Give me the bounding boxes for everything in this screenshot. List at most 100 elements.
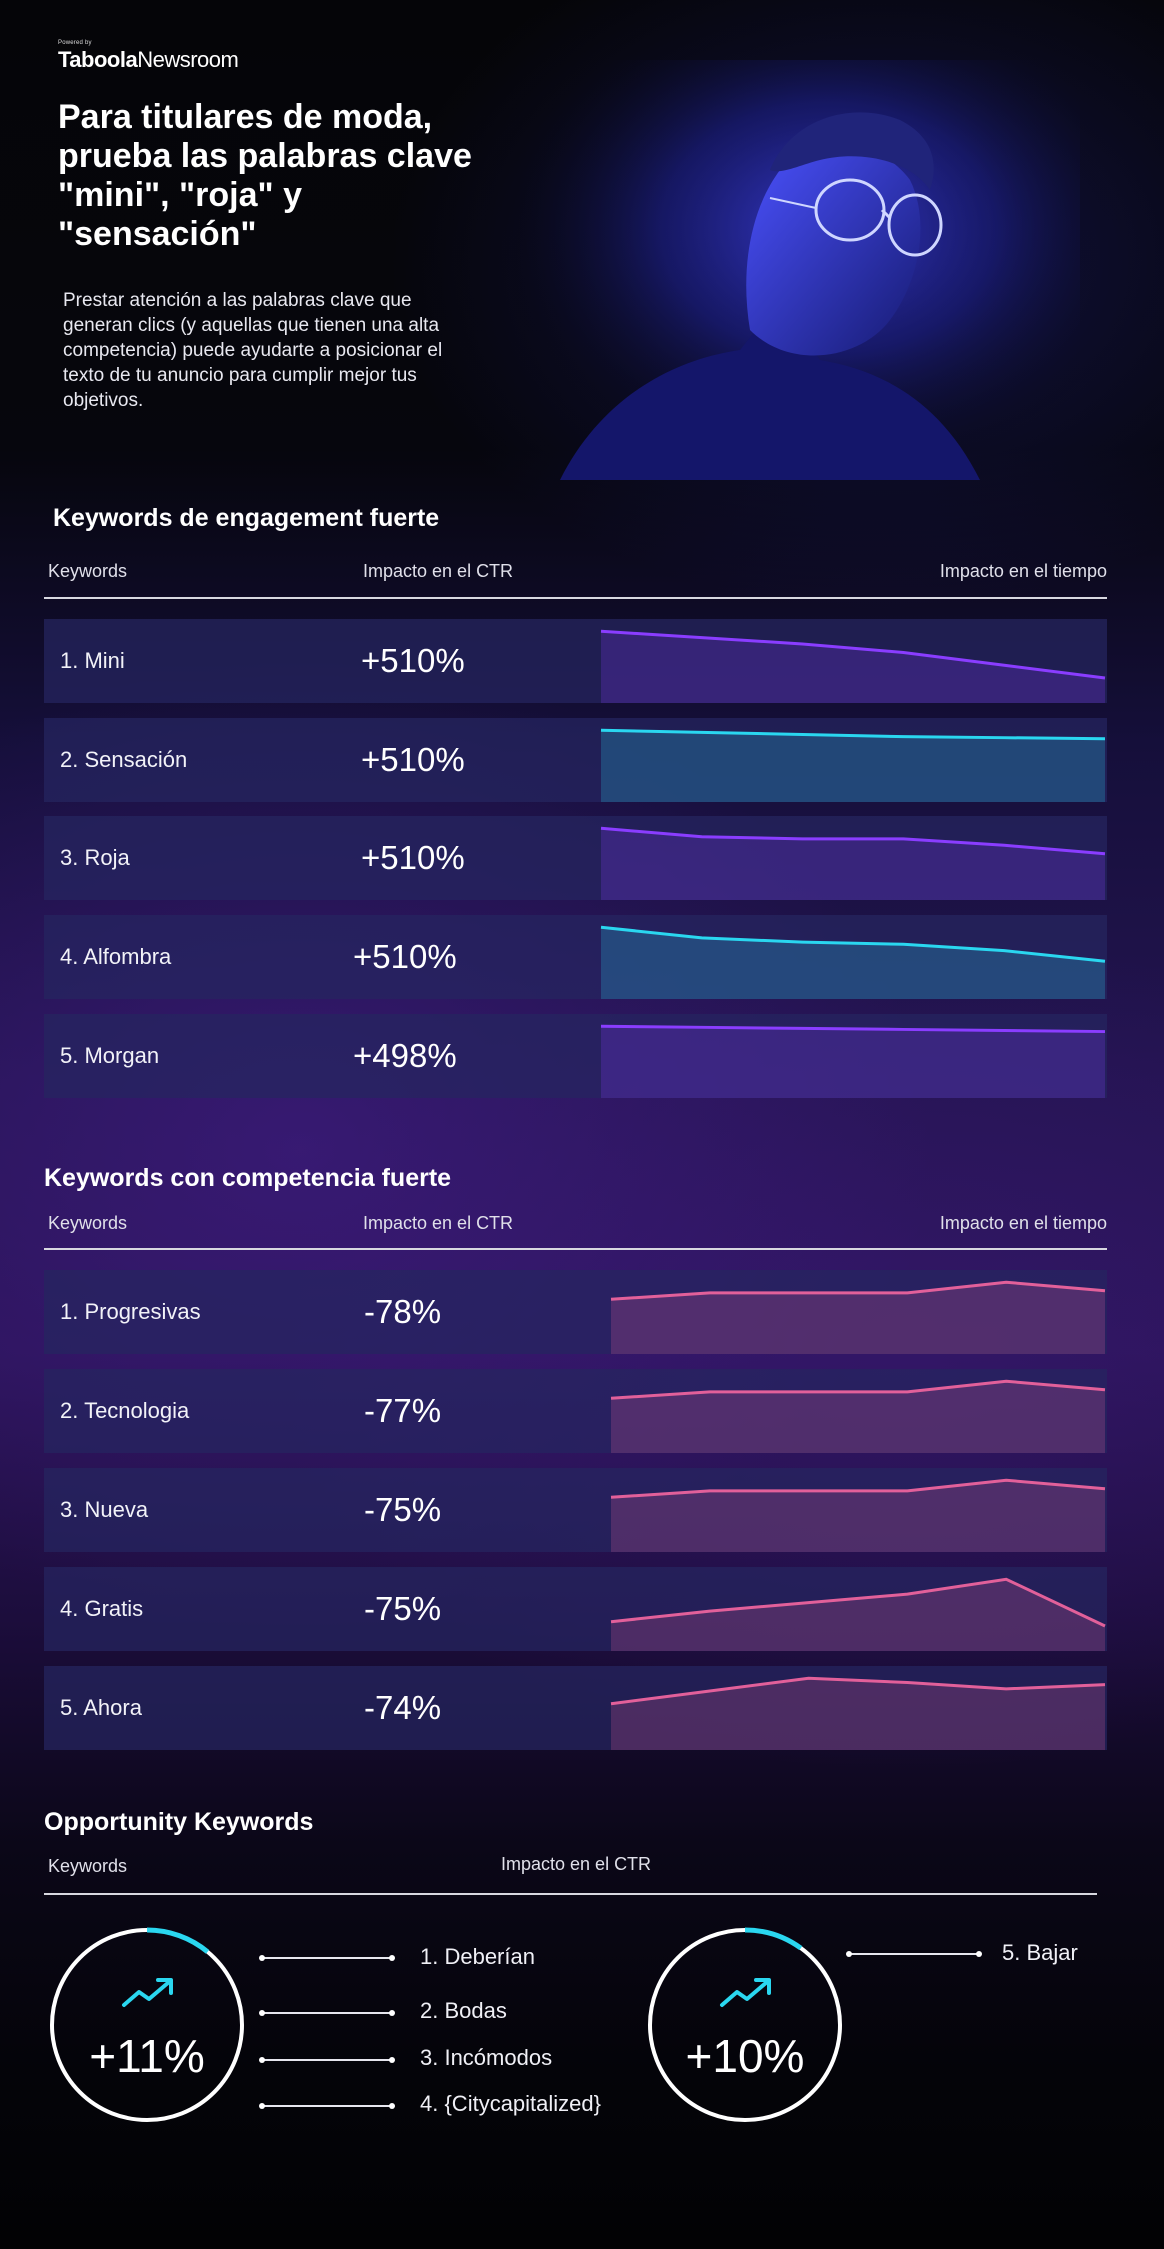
engagement-col-time: Impacto en el tiempo bbox=[939, 561, 1107, 581]
sparkline-line bbox=[610, 1280, 1106, 1301]
trend-sparkline bbox=[600, 629, 1106, 703]
sparkline-area bbox=[601, 631, 1105, 703]
sparkline-area bbox=[611, 1579, 1105, 1651]
engagement-divider bbox=[44, 597, 1107, 599]
opportunity-keyword: 1. Deberían bbox=[420, 1944, 535, 1969]
sparkline-line bbox=[600, 925, 1106, 963]
ctr-value: +510% bbox=[361, 741, 465, 778]
page-title: Para titulares de moda, prueba las palab… bbox=[58, 98, 472, 253]
trend-sparkline bbox=[600, 826, 1106, 900]
progress-ring bbox=[50, 1927, 244, 2122]
sparkline-line bbox=[610, 1676, 1106, 1706]
opportunity-col-ctr: Impacto en el CTR bbox=[501, 1854, 652, 1874]
competition-row: 3. Nueva -75% bbox=[44, 1468, 1107, 1552]
keyword-label: 4. Alfombra bbox=[60, 944, 172, 969]
trend-sparkline bbox=[610, 1280, 1106, 1354]
opportunity-section-title: Opportunity Keywords bbox=[44, 1808, 314, 1836]
sparkline-line bbox=[610, 1379, 1106, 1400]
trend-sparkline bbox=[610, 1577, 1106, 1651]
engagement-col-keywords: Keywords bbox=[48, 561, 128, 581]
trending-up-icon bbox=[720, 1978, 771, 2007]
keyword-label: 5. Morgan bbox=[60, 1043, 160, 1068]
engagement-row: 4. Alfombra +510% bbox=[44, 915, 1107, 999]
connector-line bbox=[259, 2057, 395, 2063]
connector-line bbox=[846, 1951, 982, 1957]
engagement-row: 5. Morgan +498% bbox=[44, 1014, 1107, 1098]
sparkline-line bbox=[610, 1478, 1106, 1499]
ctr-value: +510% bbox=[361, 839, 465, 876]
keyword-label: 2. Sensación bbox=[60, 747, 188, 772]
sparkline-line bbox=[610, 1577, 1106, 1628]
ctr-value: -75% bbox=[364, 1590, 442, 1627]
opportunity-keyword: 2. Bodas bbox=[420, 1998, 507, 2023]
brand-name: Taboola bbox=[58, 47, 138, 72]
ctr-value: -78% bbox=[364, 1293, 442, 1330]
brand-logo: Powered by TaboolaNewsroom bbox=[58, 40, 239, 73]
competition-col-time: Impacto en el tiempo bbox=[939, 1213, 1107, 1233]
keyword-label: 1. Mini bbox=[60, 648, 125, 673]
engagement-section-title: Keywords de engagement fuerte bbox=[53, 504, 440, 532]
opportunity-col-keywords: Keywords bbox=[48, 1856, 128, 1876]
competition-section-title: Keywords con competencia fuerte bbox=[44, 1164, 452, 1192]
ctr-value: -74% bbox=[364, 1689, 442, 1726]
ctr-value: -75% bbox=[364, 1491, 442, 1528]
progress-ring bbox=[648, 1927, 842, 2122]
trend-sparkline bbox=[600, 728, 1106, 802]
sparkline-line bbox=[600, 826, 1106, 856]
engagement-col-ctr: Impacto en el CTR bbox=[363, 561, 514, 581]
sparkline-area bbox=[611, 1282, 1105, 1354]
trend-sparkline bbox=[600, 925, 1106, 999]
sparkline-area bbox=[601, 927, 1105, 999]
powered-by-label: Powered by bbox=[58, 40, 92, 46]
trend-sparkline bbox=[610, 1379, 1106, 1453]
opportunity-keyword: 5. Bajar bbox=[1002, 1940, 1078, 1965]
trend-sparkline bbox=[610, 1478, 1106, 1552]
keyword-label: 2. Tecnologia bbox=[60, 1398, 190, 1423]
ctr-ring: +11% bbox=[47, 1925, 247, 2125]
engagement-row: 1. Mini +510% bbox=[44, 619, 1107, 703]
competition-row: 5. Ahora -74% bbox=[44, 1666, 1107, 1750]
sparkline-line bbox=[600, 728, 1106, 741]
opportunity-divider bbox=[44, 1893, 1097, 1895]
competition-divider bbox=[44, 1248, 1107, 1250]
sparkline-line bbox=[600, 629, 1106, 680]
competition-row: 4. Gratis -75% bbox=[44, 1567, 1107, 1651]
competition-col-keywords: Keywords bbox=[48, 1213, 128, 1233]
portrait-image bbox=[520, 60, 1080, 480]
ctr-value: +510% bbox=[353, 938, 457, 975]
sparkline-area bbox=[611, 1678, 1105, 1750]
progress-arc bbox=[146, 1927, 210, 1954]
trend-sparkline bbox=[600, 1024, 1106, 1098]
engagement-row: 2. Sensación +510% bbox=[44, 718, 1107, 802]
ctr-ring: +10% bbox=[645, 1925, 845, 2125]
competition-row: 1. Progresivas -78% bbox=[44, 1270, 1107, 1354]
progress-arc bbox=[744, 1927, 803, 1951]
keyword-label: 3. Roja bbox=[60, 845, 130, 870]
ctr-value: +510% bbox=[361, 642, 465, 679]
connector-line bbox=[259, 2103, 395, 2109]
sparkline-area bbox=[601, 730, 1105, 802]
ctr-ring-value: +11% bbox=[89, 2030, 205, 2082]
page-subtitle: Prestar atención a las palabras clave qu… bbox=[63, 290, 443, 411]
brand-product: Newsroom bbox=[137, 47, 239, 72]
competition-row: 2. Tecnologia -77% bbox=[44, 1369, 1107, 1453]
sparkline-area bbox=[601, 1026, 1105, 1098]
trend-sparkline bbox=[610, 1676, 1106, 1750]
trending-up-icon bbox=[122, 1978, 173, 2007]
sparkline-area bbox=[601, 828, 1105, 900]
engagement-row: 3. Roja +510% bbox=[44, 816, 1107, 900]
ctr-value: +498% bbox=[353, 1037, 457, 1074]
competition-col-ctr: Impacto en el CTR bbox=[363, 1213, 514, 1233]
sparkline-line bbox=[600, 1024, 1106, 1034]
keyword-label: 4. Gratis bbox=[60, 1596, 144, 1621]
connector-line bbox=[259, 2010, 395, 2016]
sparkline-area bbox=[611, 1480, 1105, 1552]
keyword-label: 3. Nueva bbox=[60, 1497, 149, 1522]
keyword-label: 5. Ahora bbox=[60, 1695, 142, 1720]
ctr-ring-value: +10% bbox=[685, 2030, 805, 2082]
opportunity-keyword: 3. Incómodos bbox=[420, 2045, 553, 2070]
sparkline-area bbox=[611, 1381, 1105, 1453]
keyword-label: 1. Progresivas bbox=[60, 1299, 201, 1324]
connector-line bbox=[259, 1955, 395, 1961]
ctr-value: -77% bbox=[364, 1392, 442, 1429]
